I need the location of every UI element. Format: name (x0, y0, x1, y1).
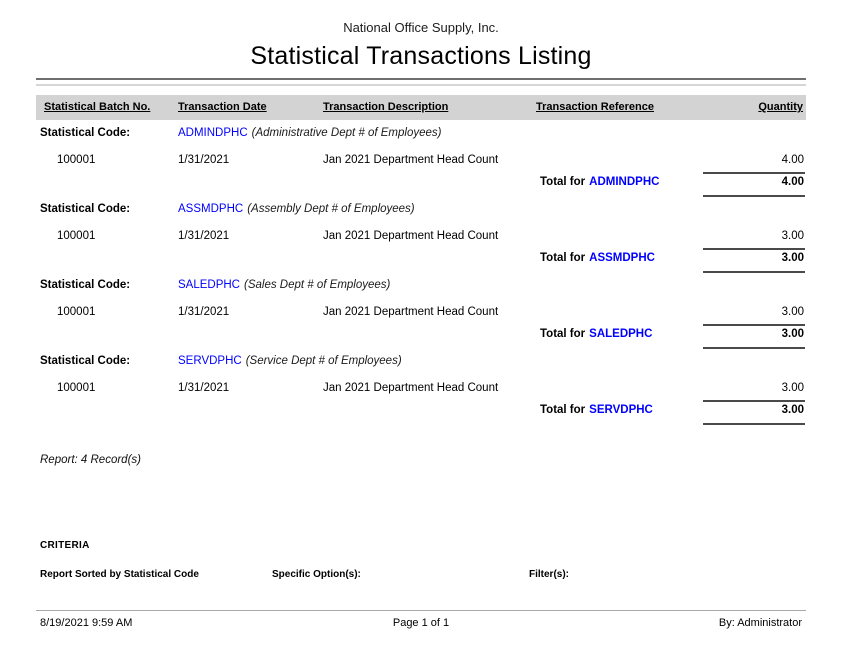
statistical-section-assmdphc: Statistical Code: ASSMDPHC (Assembly Dept… (0, 197, 842, 273)
criteria-heading: CRITERIA (40, 540, 90, 551)
quantity-cell: 3.00 (781, 306, 804, 318)
footer-author: By: Administrator (718, 617, 802, 629)
total-for-text: Total for (540, 176, 586, 188)
total-rule-bottom (703, 347, 805, 349)
statistical-code-label: Statistical Code: (40, 355, 131, 367)
total-rule-top (703, 172, 805, 174)
quantity-cell: 4.00 (781, 154, 804, 166)
column-header-batch: Statistical Batch No. (44, 101, 151, 113)
column-header-date: Transaction Date (178, 101, 267, 113)
statistical-code-label: Statistical Code: (40, 203, 131, 215)
table-header-row: Statistical Batch No. Transaction Date T… (36, 95, 806, 120)
code-description: (Sales Dept # of Employees) (244, 279, 391, 291)
total-label: Total for ASSMDPHC (540, 252, 655, 264)
total-rule-top (703, 400, 805, 402)
batch-number-cell: 100001 (57, 154, 96, 166)
statistical-code-value: SALEDPHC (Sales Dept # of Employees) (178, 279, 390, 291)
code-description: (Service Dept # of Employees) (245, 355, 402, 367)
total-for-text: Total for (540, 404, 586, 416)
total-label: Total for ADMINDPHC (540, 176, 659, 188)
total-rule-top (703, 324, 805, 326)
total-rule-bottom (703, 271, 805, 273)
statistical-code-value: SERVDPHC (Service Dept # of Employees) (178, 355, 402, 367)
total-quantity: 3.00 (781, 252, 804, 264)
transaction-description-cell: Jan 2021 Department Head Count (323, 382, 499, 394)
total-code-text: SALEDPHC (589, 328, 653, 340)
transaction-date-cell: 1/31/2021 (178, 154, 230, 166)
footer-datetime: 8/19/2021 9:59 AM (40, 617, 133, 629)
code-description: (Administrative Dept # of Employees) (251, 127, 442, 139)
transaction-date-cell: 1/31/2021 (178, 382, 230, 394)
statistical-section-saledphc: Statistical Code: SALEDPHC (Sales Dept # … (0, 273, 842, 349)
footer-page-number: Page 1 of 1 (392, 617, 450, 629)
statistical-section-servdphc: Statistical Code: SERVDPHC (Service Dept … (0, 349, 842, 425)
quantity-cell: 3.00 (781, 382, 804, 394)
batch-number-cell: 100001 (57, 230, 96, 242)
statistical-code-value: ADMINDPHC (Administrative Dept # of Emplo… (178, 127, 441, 139)
batch-number-cell: 100001 (57, 306, 96, 318)
code-text: SALEDPHC (178, 279, 240, 291)
criteria-filters: Filter(s): (529, 569, 569, 580)
total-rule-bottom (703, 423, 805, 425)
code-description: (Assembly Dept # of Employees) (247, 203, 415, 215)
statistical-code-label: Statistical Code: (40, 127, 131, 139)
total-label: Total for SERVDPHC (540, 404, 653, 416)
column-header-quantity: Quantity (758, 101, 803, 113)
total-rule-bottom (703, 195, 805, 197)
total-for-text: Total for (540, 252, 586, 264)
title-rule-light (36, 84, 806, 86)
code-text: SERVDPHC (178, 355, 242, 367)
total-for-text: Total for (540, 328, 586, 340)
batch-number-cell: 100001 (57, 382, 96, 394)
transaction-description-cell: Jan 2021 Department Head Count (323, 154, 499, 166)
transaction-date-cell: 1/31/2021 (178, 230, 230, 242)
column-header-description: Transaction Description (323, 101, 449, 113)
criteria-sorted-by: Report Sorted by Statistical Code (40, 569, 199, 580)
company-name: National Office Supply, Inc. (343, 20, 499, 35)
criteria-specific-options: Specific Option(s): (272, 569, 361, 580)
quantity-cell: 3.00 (781, 230, 804, 242)
page-title: Statistical Transactions Listing (250, 42, 592, 70)
total-code-text: SERVDPHC (589, 404, 653, 416)
total-code-text: ASSMDPHC (589, 252, 655, 264)
code-text: ADMINDPHC (178, 127, 248, 139)
code-text: ASSMDPHC (178, 203, 244, 215)
transaction-description-cell: Jan 2021 Department Head Count (323, 230, 499, 242)
title-rule-dark (36, 78, 806, 80)
statistical-section-admindphc: Statistical Code: ADMINDPHC (Administrati… (0, 121, 842, 197)
transaction-date-cell: 1/31/2021 (178, 306, 230, 318)
footer-rule (36, 610, 806, 611)
statistical-code-value: ASSMDPHC (Assembly Dept # of Employees) (178, 203, 415, 215)
transaction-description-cell: Jan 2021 Department Head Count (323, 306, 499, 318)
record-count: Report: 4 Record(s) (40, 454, 141, 466)
total-label: Total for SALEDPHC (540, 328, 652, 340)
total-quantity: 3.00 (781, 404, 804, 416)
total-rule-top (703, 248, 805, 250)
total-quantity: 4.00 (781, 176, 804, 188)
total-code-text: ADMINDPHC (589, 176, 660, 188)
total-quantity: 3.00 (781, 328, 804, 340)
column-header-reference: Transaction Reference (536, 101, 654, 113)
statistical-code-label: Statistical Code: (40, 279, 131, 291)
